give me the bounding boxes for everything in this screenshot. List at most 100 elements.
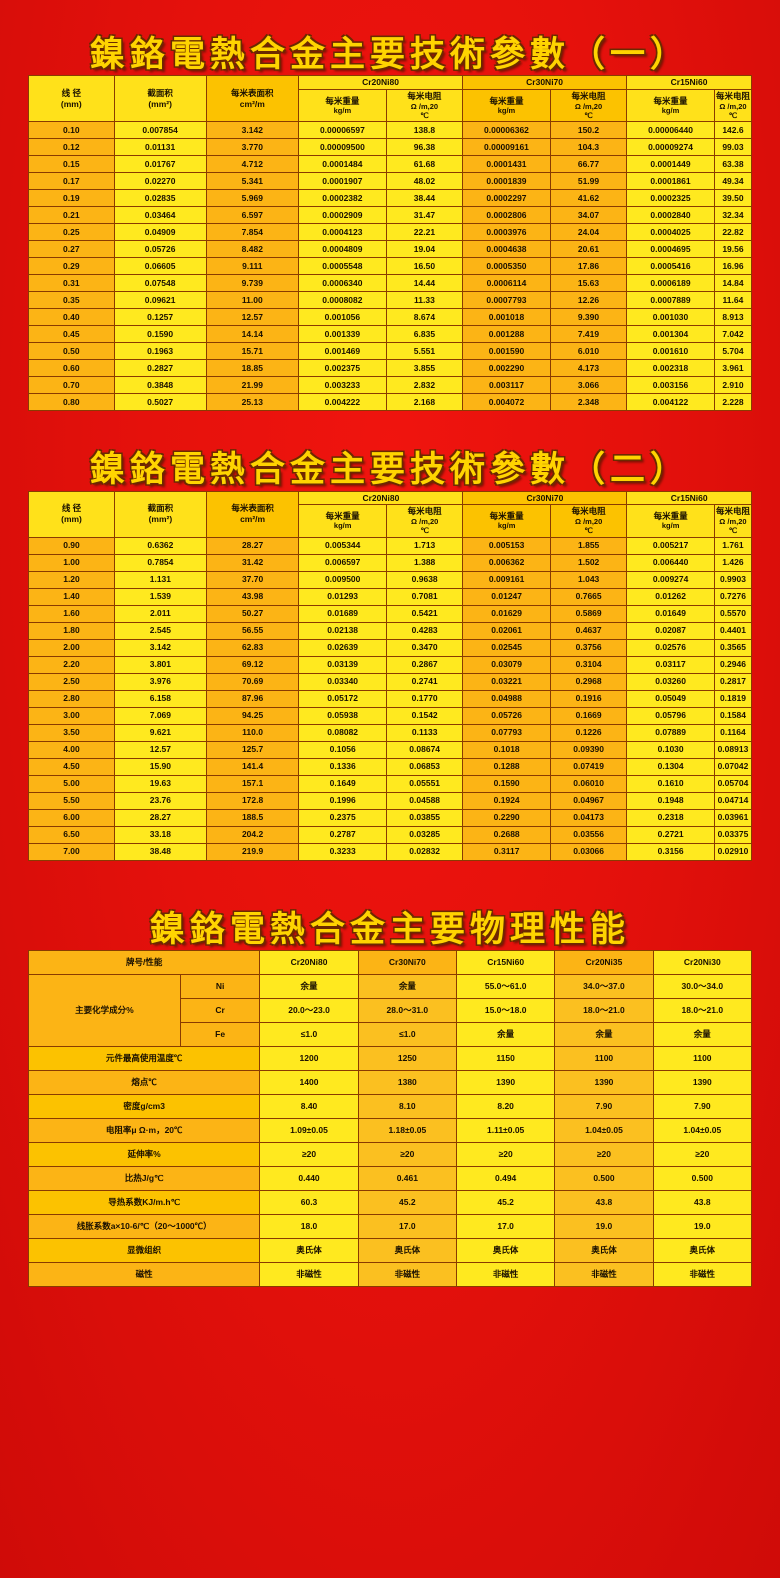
table-row: 0.31 0.07548 9.739 0.0006340 14.44 0.0006114 1… [28, 274, 753, 293]
table-cell: 5.551 [385, 342, 464, 361]
header-weight-cr30ni70: 每米重量 kg/m [462, 504, 551, 538]
table-cell: 0.07042 [713, 757, 753, 776]
table-cell: 3.770 [205, 138, 300, 157]
property-value: 7.90 [554, 1093, 654, 1119]
table-cell: 0.08674 [385, 740, 464, 759]
row-sublabel-ni: Ni [179, 973, 261, 999]
table-cell: 0.05796 [626, 706, 715, 725]
row-label-property: 电阻率μ Ω·m，20℃ [27, 1117, 261, 1143]
table-row: 0.40 0.1257 12.57 0.001056 8.674 0.001018 9.39… [28, 308, 753, 327]
property-value: 1100 [554, 1045, 654, 1071]
table-cell: 1.20 [28, 570, 115, 589]
table-cell: 0.01247 [462, 587, 551, 606]
table-cell: 0.7276 [713, 587, 753, 606]
table-cell: 0.005217 [626, 536, 715, 555]
table-cell: 0.03961 [713, 808, 753, 827]
table-cell: 14.14 [205, 325, 300, 344]
header-surface-per-meter: 每米表面积 cm²/m [205, 490, 300, 538]
property-value: 奥氏体 [357, 1237, 457, 1263]
chem-value: 28.0～31.0 [357, 997, 457, 1023]
table-cell: 2.168 [385, 393, 464, 412]
table-cell: 0.04173 [549, 808, 628, 827]
table-cell: 4.50 [28, 757, 115, 776]
header-resistance-unit-deg: ℃ [728, 526, 738, 536]
table-cell: 0.009274 [626, 570, 715, 589]
table-cell: 0.05726 [462, 706, 551, 725]
header-alloy-cr20ni80: Cr20Ni80 [297, 75, 464, 90]
table-cell: 43.98 [205, 587, 300, 606]
table-cell: 0.005344 [298, 536, 387, 555]
table-cell: 4.712 [205, 155, 300, 174]
header-resistance-unit-deg: ℃ [728, 110, 738, 120]
table-cell: 0.9903 [713, 570, 753, 589]
table-cell: 0.05726 [113, 240, 207, 259]
table-cell: 0.1649 [298, 774, 387, 793]
table-cell: 32.34 [713, 206, 753, 225]
table-cell: 0.05938 [298, 706, 387, 725]
table-cell: 1.80 [28, 621, 115, 640]
header-weight-label: 每米重量 [489, 510, 524, 521]
header-resistance-unit: Ω /m,20 [410, 101, 439, 111]
table-cell: 7.00 [28, 842, 115, 861]
table-cell: 0.03139 [298, 655, 387, 674]
chem-row-ni: 主要化学成分% Ni 余量 余量 55.0～61.0 34.0～37.0 30.0～34.0 [28, 973, 753, 1047]
property-value: 1380 [357, 1069, 457, 1095]
table-cell: 0.4637 [549, 621, 628, 640]
table-cell: 0.02061 [462, 621, 551, 640]
header-resistance-cr15ni60: 每米电阻 Ω /m,20 ℃ [713, 88, 753, 123]
table-cell: 7.854 [205, 223, 300, 242]
property-value: 1.04±0.05 [554, 1117, 654, 1143]
chem-row-cr: Cr 20.0～23.0 28.0～31.0 15.0～18.0 18.0～21.0 18… [29, 997, 753, 1023]
table-cell: 28.27 [205, 536, 300, 555]
table-cell: 0.007854 [113, 121, 207, 140]
table-cell: 0.04909 [113, 223, 207, 242]
table-cell: 138.8 [385, 121, 464, 140]
table-cell: 0.02087 [626, 621, 715, 640]
table-cell: 6.158 [114, 689, 207, 708]
table-cell: 0.001030 [626, 308, 715, 327]
table-cell: 0.0004695 [626, 240, 715, 259]
row-label-property: 熔点℃ [27, 1069, 261, 1095]
chem-value: 余量 [455, 1021, 556, 1047]
chem-value: 55.0～61.0 [455, 973, 556, 999]
chem-value: ≤1.0 [259, 1021, 359, 1047]
table-cell: 31.42 [205, 553, 300, 572]
table-cell: 0.03340 [298, 672, 387, 691]
table-cell: 0.02576 [626, 638, 715, 657]
table-cell: 0.0003976 [462, 223, 551, 242]
table-cell: 0.0001861 [626, 172, 715, 191]
table-cell: 104.3 [549, 138, 628, 157]
row-label-property: 显微组织 [27, 1237, 261, 1263]
table-cell: 0.009500 [298, 570, 387, 589]
table-cell: 51.99 [549, 172, 628, 191]
table-cell: 0.0001484 [298, 155, 387, 174]
table-cell: 4.00 [28, 740, 115, 759]
table-cell: 3.855 [385, 359, 464, 378]
header-weight-unit: kg/m [497, 106, 516, 116]
table-row: 4.00 12.57 125.7 0.1056 0.08674 0.1018 0.09390… [28, 740, 753, 759]
table-cell: 3.801 [114, 655, 207, 674]
table-cell: 12.26 [549, 291, 628, 310]
property-value: ≥20 [259, 1141, 359, 1167]
table-row: 1.20 1.131 37.70 0.009500 0.9638 0.009161 1.04… [28, 570, 753, 589]
table-cell: 0.1610 [626, 774, 715, 793]
table-cell: 0.01131 [113, 138, 207, 157]
chem-value: 余量 [357, 973, 457, 999]
table-cell: 0.001018 [462, 308, 551, 327]
property-value: 0.440 [259, 1165, 359, 1191]
table-row: 1.00 0.7854 31.42 0.006597 1.388 0.006362 1.50… [28, 553, 753, 572]
header-wire-diameter-unit: (mm) [60, 98, 82, 109]
table-cell: 31.47 [385, 206, 464, 225]
table-cell: 0.0006189 [626, 274, 715, 293]
table-cell: 219.9 [205, 842, 300, 861]
table-cell: 0.1590 [462, 774, 551, 793]
table-cell: 0.02835 [113, 189, 207, 208]
table-cell: 0.7854 [114, 553, 207, 572]
table-cell: 1.131 [114, 570, 207, 589]
property-value: 1400 [259, 1069, 359, 1095]
table-cell: 7.042 [713, 325, 753, 344]
table-cell: 34.07 [549, 206, 628, 225]
table-cell: 17.86 [549, 257, 628, 276]
property-row: 电阻率μ Ω·m，20℃ 1.09±0.05 1.18±0.05 1.11±0.05 1… [27, 1117, 753, 1143]
page-title-three: 鎳鉻電熱合金主要物理性能 [0, 891, 780, 950]
